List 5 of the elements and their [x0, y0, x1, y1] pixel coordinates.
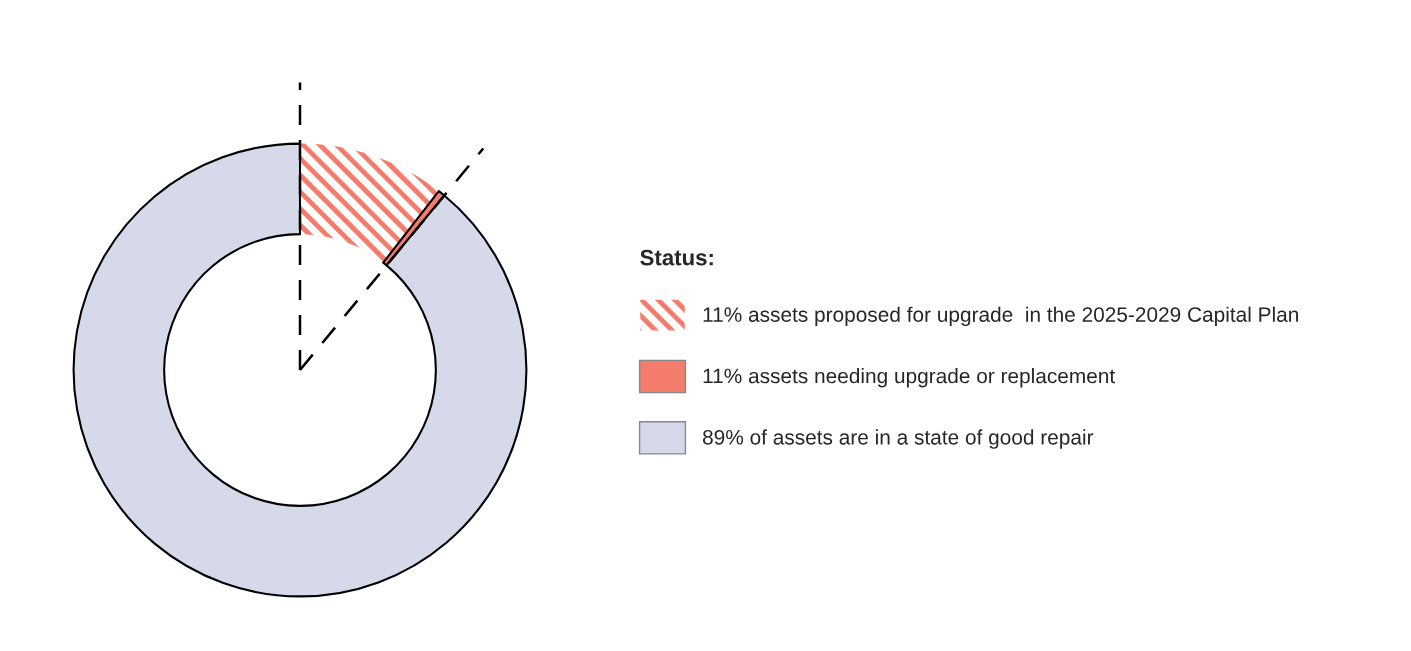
legend-label: 11% assets needing upgrade or replacement — [703, 368, 1116, 388]
legend-label: 89% of assets are in a state of good repair — [702, 429, 1094, 449]
legend-label: 11% assets proposed for upgrade in the 2025-2029 Capital Plan — [703, 306, 1298, 327]
donut-slice — [300, 143, 439, 263]
legend-title: Status: — [640, 249, 713, 266]
